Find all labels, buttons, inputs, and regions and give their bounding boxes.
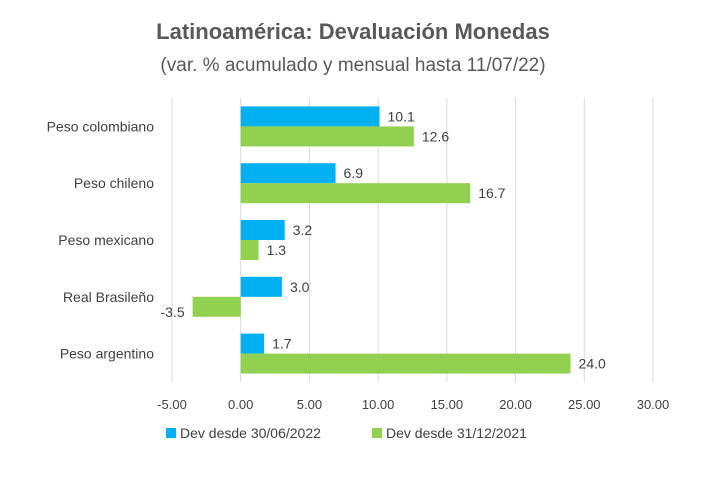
x-tick-label-4: 15.00 xyxy=(431,397,464,412)
legend-swatch-1 xyxy=(372,428,382,438)
x-tick-label-1: 0.00 xyxy=(228,397,253,412)
category-label-4: Peso argentino xyxy=(60,346,154,362)
category-label-1: Peso chileno xyxy=(74,175,154,191)
bar-series-0-2 xyxy=(240,220,285,240)
bar-series-1-4 xyxy=(240,353,571,374)
data-label-series-1-0: 12.6 xyxy=(422,128,449,144)
category-label-0: Peso colombiano xyxy=(47,118,155,134)
bar-series-1-3 xyxy=(192,296,241,317)
bar-series-1-0 xyxy=(240,126,414,147)
data-label-series-0-3: 3.0 xyxy=(290,279,310,295)
labels: -5.00 0.00 5.00 10.00 15.00 20.00 25.00 30.00 Pe… xyxy=(47,108,670,412)
chart-title: Latinoamérica: Devaluación Monedas xyxy=(156,19,550,44)
x-tick-label-6: 25.00 xyxy=(568,397,601,412)
x-tick-label-2: 5.00 xyxy=(297,397,322,412)
bar-series-0-1 xyxy=(240,163,336,184)
category-label-3: Real Brasileño xyxy=(63,289,154,305)
data-label-series-1-1: 16.7 xyxy=(478,185,505,201)
bar-series-0-3 xyxy=(240,276,282,297)
data-label-series-0-4: 1.7 xyxy=(272,336,292,352)
bar-series-0-4 xyxy=(240,333,265,354)
x-tick-label-0: -5.00 xyxy=(157,397,187,412)
data-label-series-1-3: -3.5 xyxy=(160,304,184,320)
data-label-series-0-0: 10.1 xyxy=(388,108,415,124)
bars xyxy=(192,106,571,374)
category-label-2: Peso mexicano xyxy=(58,232,154,248)
data-label-series-1-4: 24.0 xyxy=(579,356,606,372)
bar-series-1-1 xyxy=(240,183,471,204)
chart-subtitle: (var. % acumulado y mensual hasta 11/07/… xyxy=(160,55,545,76)
legend-label-1: Dev desde 31/12/2021 xyxy=(386,425,527,441)
legend-swatch-0 xyxy=(166,428,176,438)
x-tick-label-5: 20.00 xyxy=(499,397,532,412)
bar-series-1-2 xyxy=(240,240,259,260)
bar-series-0-0 xyxy=(240,106,380,127)
x-tick-label-3: 10.00 xyxy=(362,397,395,412)
legend: Dev desde 30/06/2022 Dev desde 31/12/2021 xyxy=(166,425,527,441)
x-tick-label-7: 30.00 xyxy=(637,397,670,412)
data-label-series-1-2: 1.3 xyxy=(267,242,287,258)
data-label-series-0-2: 3.2 xyxy=(293,222,313,238)
legend-label-0: Dev desde 30/06/2022 xyxy=(180,425,321,441)
data-label-series-0-1: 6.9 xyxy=(344,165,364,181)
